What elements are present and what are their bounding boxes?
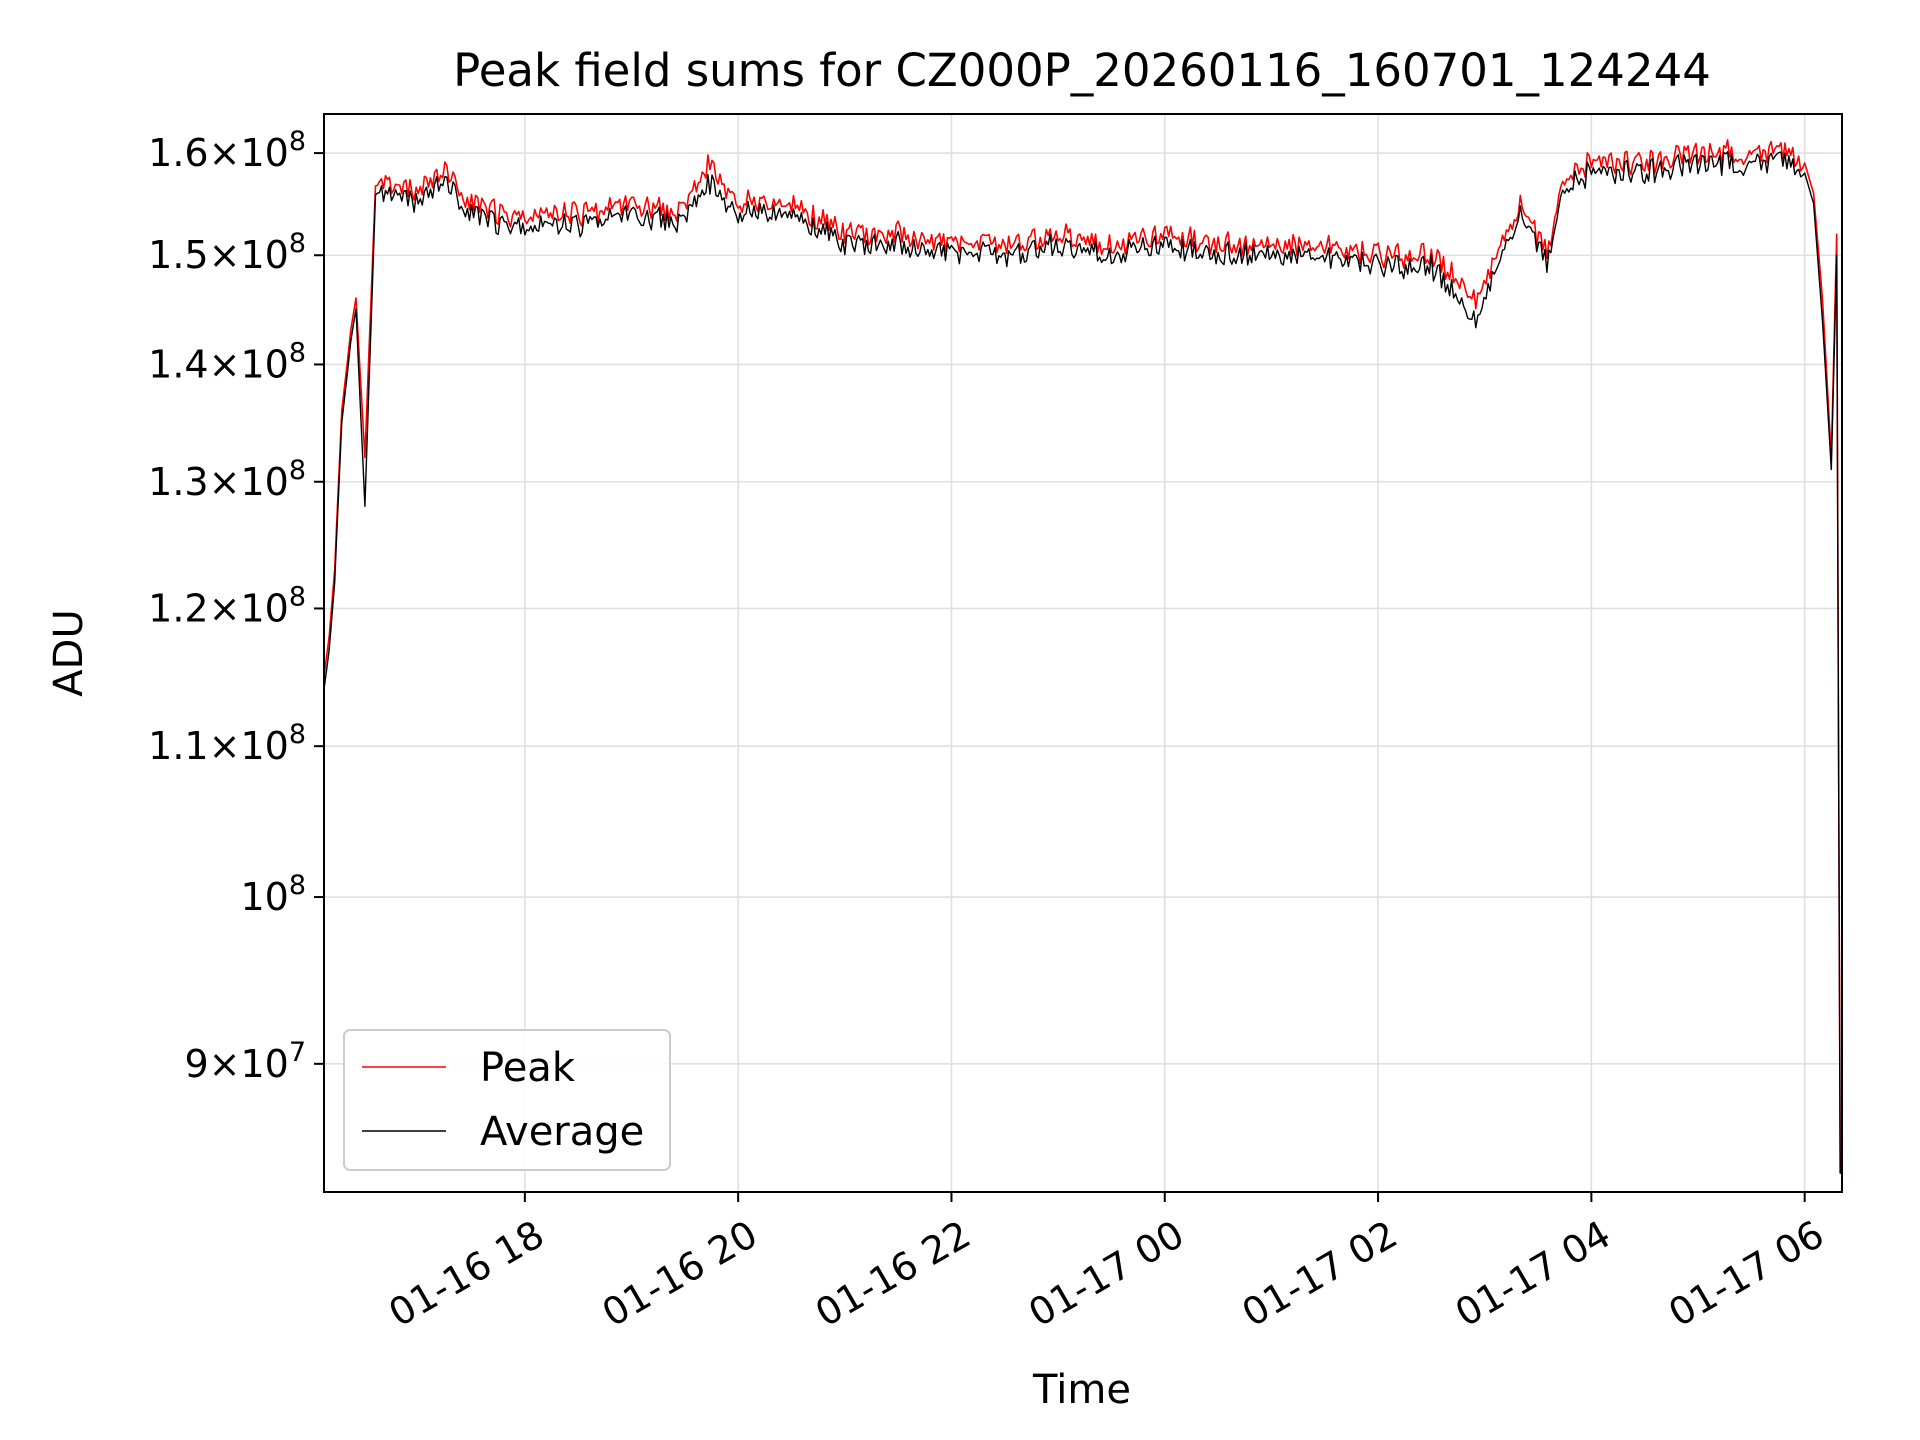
y-tick-label: 9×107: [184, 1037, 306, 1086]
series-layer: [323, 139, 1843, 1174]
plot-frame: [323, 113, 1843, 1193]
y-tick-label: 1.6×108: [148, 126, 306, 175]
x-axis-label: Time: [1032, 1367, 1131, 1413]
y-axis-label: ADU: [46, 609, 92, 696]
legend-box: [343, 1029, 671, 1171]
series-line-peak: [323, 139, 1843, 1174]
y-tick-label: 1.1×108: [148, 719, 306, 768]
legend: Peak Average: [343, 1029, 671, 1171]
series-line-average: [323, 151, 1842, 1174]
y-tick-label: 1.4×108: [148, 337, 306, 386]
legend-label-peak: Peak: [480, 1045, 576, 1091]
y-tick-label: 1.3×108: [148, 455, 306, 504]
chart-title: Peak field sums for CZ000P_20260116_1607…: [453, 44, 1711, 97]
y-tick-label: 108: [240, 870, 306, 919]
y-tick-label: 1.5×108: [148, 228, 306, 277]
y-tick-label: 1.2×108: [148, 581, 306, 630]
y-axis: 9×107 108 1.1×108 1.2×108 1.3×108 1.4×108 1.5×…: [148, 126, 324, 1086]
legend-label-average: Average: [480, 1109, 644, 1155]
